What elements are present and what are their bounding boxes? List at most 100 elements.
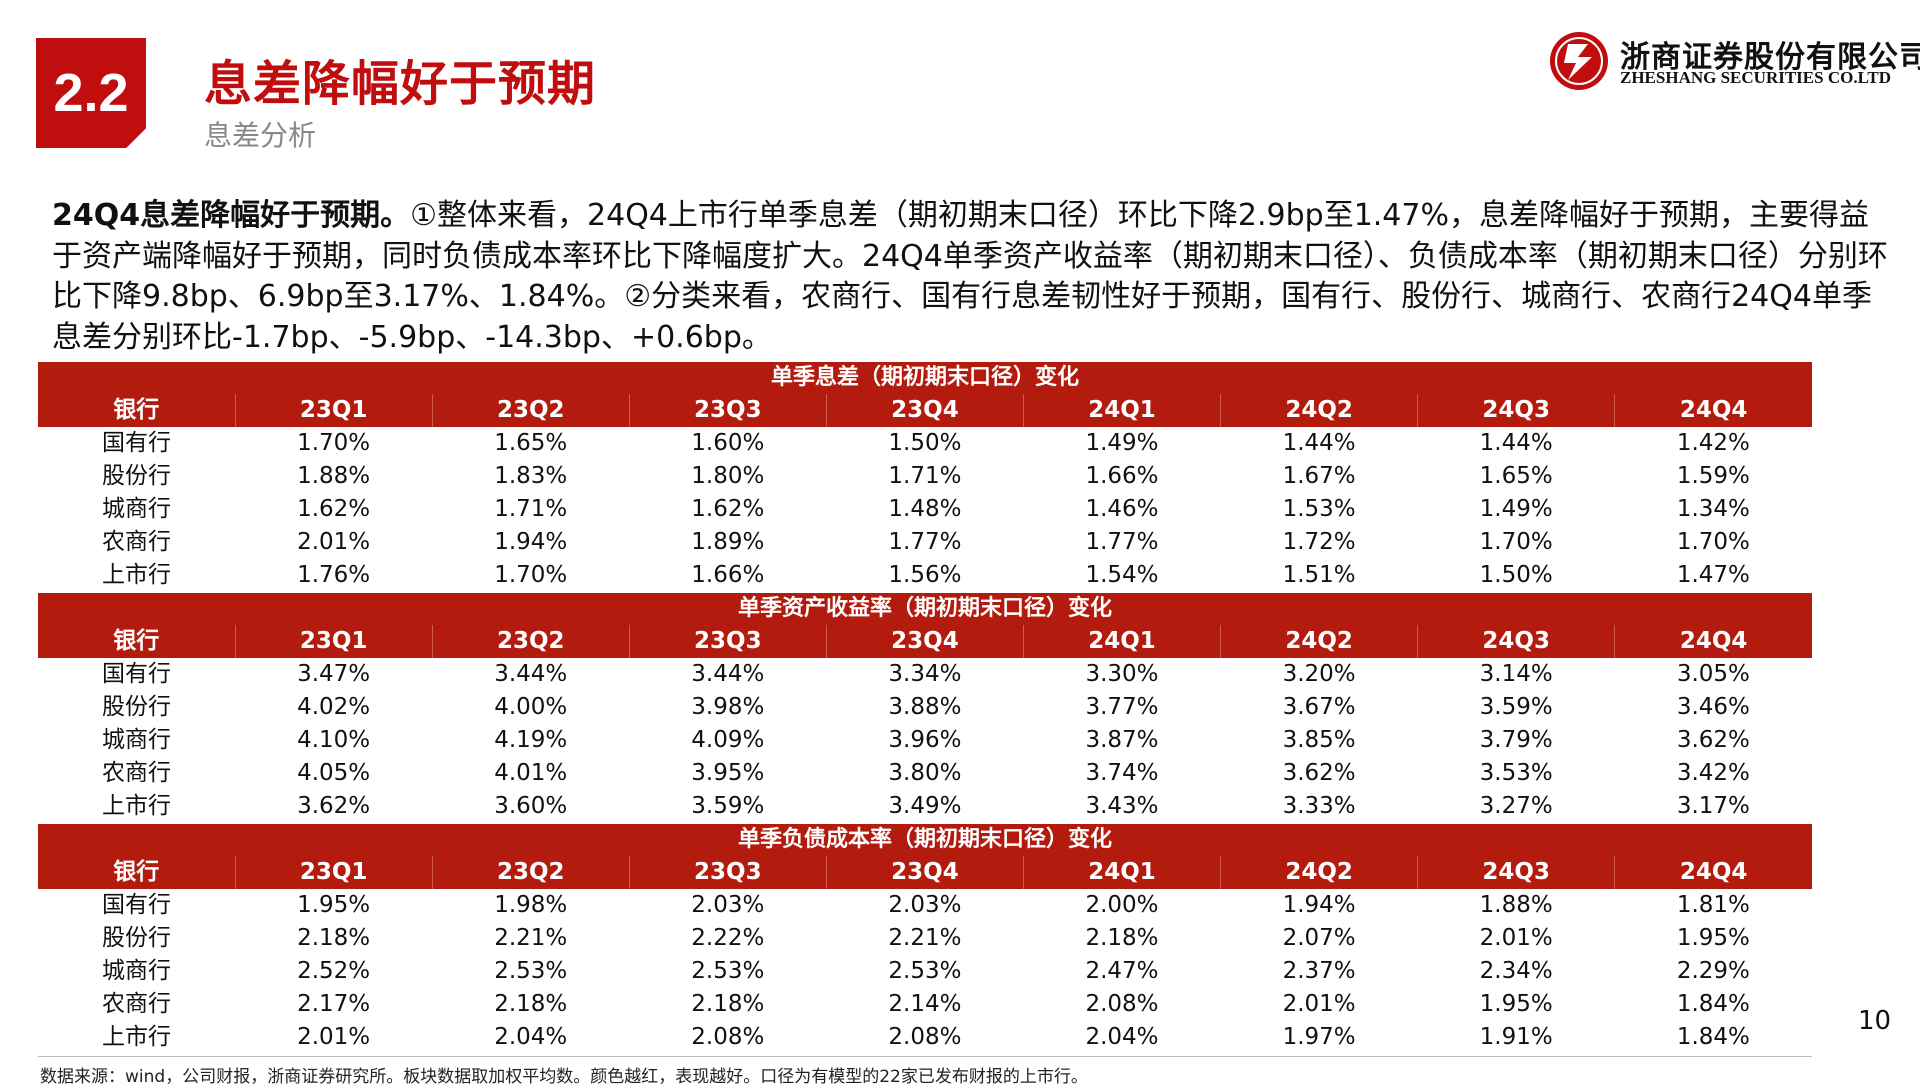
intro-body: ①整体来看，24Q4上市行单季息差（期初期末口径）环比下降2.9bp至1.47%…: [52, 198, 1888, 355]
column-header-quarter: 24Q4: [1614, 856, 1812, 889]
column-header-quarter: 23Q4: [825, 856, 1024, 889]
value-cell: 2.08%: [691, 1024, 765, 1050]
value-cell: 1.77%: [1085, 529, 1159, 555]
value-cell: 1.71%: [494, 496, 568, 522]
value-cell: 3.60%: [494, 793, 568, 819]
value-cell: 1.62%: [691, 496, 765, 522]
table-row: 城商行 4.10% 4.19% 4.09% 3.96% 3.87% 3.85% 3.79% 3.…: [38, 724, 1812, 757]
column-header-quarter: 24Q3: [1417, 394, 1615, 427]
table-header-row: 银行 23Q1 23Q2 23Q3 23Q4 24Q1 24Q2 24Q3 24Q4: [38, 856, 1812, 889]
bank-name-cell: 城商行: [102, 958, 172, 984]
column-header-quarter: 23Q4: [825, 625, 1024, 658]
value-cell: 4.01%: [494, 760, 568, 786]
value-cell: 1.88%: [1479, 892, 1553, 918]
column-header-bank: 银行: [113, 397, 160, 423]
value-cell: 4.00%: [494, 694, 568, 720]
value-cell: 3.62%: [297, 793, 371, 819]
column-header-quarter: 23Q4: [825, 394, 1024, 427]
value-cell: 3.62%: [1676, 727, 1750, 753]
value-cell: 2.01%: [1282, 991, 1356, 1017]
table-title-row: 单季负债成本率（期初期末口径）变化: [38, 824, 1812, 856]
table-row: 上市行 3.62% 3.60% 3.59% 3.49% 3.43% 3.33% 3.27% 3.…: [38, 790, 1812, 823]
value-cell: 3.14%: [1479, 661, 1553, 687]
value-cell: 1.66%: [691, 562, 765, 588]
value-cell: 2.47%: [1085, 958, 1159, 984]
zheshang-logo-icon: [1550, 32, 1608, 90]
value-cell: 3.85%: [1282, 727, 1356, 753]
column-header-quarter: 24Q2: [1220, 394, 1418, 427]
value-cell: 1.95%: [297, 892, 371, 918]
value-cell: 3.95%: [691, 760, 765, 786]
column-header-quarter: 23Q1: [234, 856, 433, 889]
value-cell: 1.71%: [888, 463, 962, 489]
table-row: 国有行 1.95% 1.98% 2.03% 2.03% 2.00% 1.94% 1.88% 1.…: [38, 889, 1812, 922]
column-header-quarter: 23Q2: [431, 625, 630, 658]
value-cell: 1.88%: [297, 463, 371, 489]
bank-name-cell: 农商行: [102, 991, 172, 1017]
value-cell: 1.83%: [494, 463, 568, 489]
column-header-bank: 银行: [113, 859, 160, 885]
value-cell: 1.97%: [1282, 1024, 1356, 1050]
value-cell: 3.20%: [1282, 661, 1356, 687]
value-cell: 1.70%: [1479, 529, 1553, 555]
table-row: 农商行 2.01% 1.94% 1.89% 1.77% 1.77% 1.72% 1.70% 1.…: [38, 526, 1812, 559]
value-cell: 2.53%: [888, 958, 962, 984]
value-cell: 1.44%: [1479, 430, 1553, 456]
value-cell: 1.53%: [1282, 496, 1356, 522]
table-row: 国有行 1.70% 1.65% 1.60% 1.50% 1.49% 1.44% 1.44% 1.…: [38, 427, 1812, 460]
value-cell: 2.18%: [494, 991, 568, 1017]
value-cell: 1.98%: [494, 892, 568, 918]
table-row: 上市行 1.76% 1.70% 1.66% 1.56% 1.54% 1.51% 1.50% 1.…: [38, 559, 1812, 592]
bank-name-cell: 国有行: [102, 661, 172, 687]
value-cell: 2.04%: [1085, 1024, 1159, 1050]
value-cell: 2.18%: [297, 925, 371, 951]
value-cell: 3.79%: [1479, 727, 1553, 753]
section-number-badge: 2.2: [36, 38, 146, 148]
table-row: 城商行 1.62% 1.71% 1.62% 1.48% 1.46% 1.53% 1.49% 1.…: [38, 493, 1812, 526]
value-cell: 2.08%: [1085, 991, 1159, 1017]
value-cell: 1.77%: [888, 529, 962, 555]
column-header-quarter: 24Q2: [1220, 625, 1418, 658]
value-cell: 3.53%: [1479, 760, 1553, 786]
value-cell: 2.03%: [691, 892, 765, 918]
column-header-quarter: 24Q2: [1220, 856, 1418, 889]
table-title: 单季负债成本率（期初期末口径）变化: [737, 827, 1112, 852]
bank-name-cell: 国有行: [102, 892, 172, 918]
value-cell: 2.18%: [1085, 925, 1159, 951]
value-cell: 3.59%: [1479, 694, 1553, 720]
value-cell: 2.04%: [494, 1024, 568, 1050]
value-cell: 1.49%: [1085, 430, 1159, 456]
value-cell: 1.47%: [1676, 562, 1750, 588]
value-cell: 1.70%: [297, 430, 371, 456]
table-row: 上市行 2.01% 2.04% 2.08% 2.08% 2.04% 1.97% 1.91% 1.…: [38, 1021, 1812, 1054]
value-cell: 1.56%: [888, 562, 962, 588]
value-cell: 1.65%: [1479, 463, 1553, 489]
bank-name-cell: 城商行: [102, 727, 172, 753]
net-interest-margin-table: 单季息差（期初期末口径）变化 银行 23Q1 23Q2 23Q3 23Q4 24Q1 24Q2…: [38, 362, 1812, 592]
value-cell: 2.01%: [297, 1024, 371, 1050]
column-header-quarter: 23Q2: [431, 394, 630, 427]
value-cell: 2.37%: [1282, 958, 1356, 984]
value-cell: 1.50%: [1479, 562, 1553, 588]
value-cell: 2.22%: [691, 925, 765, 951]
value-cell: 1.70%: [494, 562, 568, 588]
bank-name-cell: 股份行: [102, 463, 172, 489]
value-cell: 1.62%: [297, 496, 371, 522]
value-cell: 2.52%: [297, 958, 371, 984]
value-cell: 1.65%: [494, 430, 568, 456]
value-cell: 3.49%: [888, 793, 962, 819]
value-cell: 1.72%: [1282, 529, 1356, 555]
bank-name-cell: 国有行: [102, 430, 172, 456]
value-cell: 3.05%: [1676, 661, 1750, 687]
value-cell: 3.44%: [691, 661, 765, 687]
value-cell: 3.34%: [888, 661, 962, 687]
source-note: 数据来源：wind，公司财报，浙商证券研究所。板块数据取加权平均数。颜色越红，表…: [40, 1067, 1088, 1087]
intro-paragraph: 24Q4息差降幅好于预期。①整体来看，24Q4上市行单季息差（期初期末口径）环比…: [52, 196, 1898, 358]
value-cell: 1.81%: [1676, 892, 1750, 918]
value-cell: 1.84%: [1676, 1024, 1750, 1050]
bank-name-cell: 上市行: [102, 793, 172, 819]
value-cell: 3.44%: [494, 661, 568, 687]
column-header-quarter: 23Q3: [628, 625, 827, 658]
value-cell: 4.02%: [297, 694, 371, 720]
bank-name-cell: 股份行: [102, 925, 172, 951]
